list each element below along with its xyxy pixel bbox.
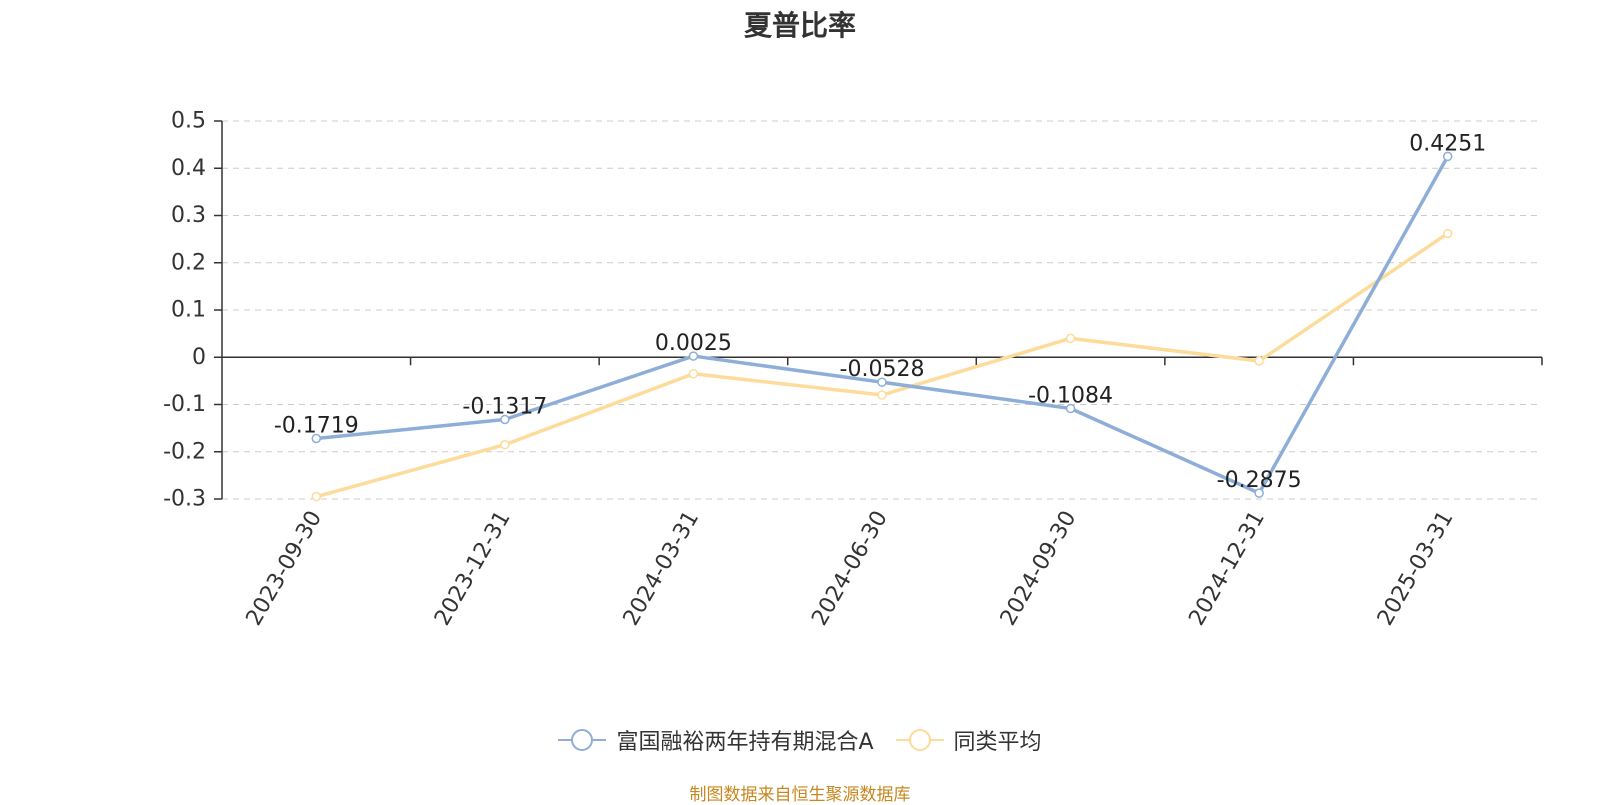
y-tick-label: 0.1 — [171, 298, 206, 323]
y-tick-label: 0.5 — [171, 109, 206, 134]
data-label: -0.1084 — [1028, 383, 1113, 408]
y-tick-label: 0 — [192, 345, 206, 370]
data-label: 0.0025 — [655, 331, 732, 356]
data-label: -0.1719 — [274, 413, 359, 438]
series-lines — [311, 151, 1453, 502]
x-tick-label: 2024-09-30 — [996, 507, 1082, 630]
y-tick-label: 0.4 — [171, 156, 206, 181]
legend-line-circle-icon — [558, 729, 607, 751]
data-point-series-1[interactable] — [1065, 403, 1076, 414]
data-point-series-2[interactable] — [500, 439, 510, 450]
x-tick-label: 2025-03-31 — [1373, 507, 1459, 630]
legend-label-series-1: 富国融裕两年持有期混合A — [616, 730, 874, 755]
data-point-series-1[interactable] — [500, 414, 510, 425]
data-point-series-2[interactable] — [311, 491, 322, 502]
series-line-1 — [316, 155, 1450, 495]
legend-label-series-2: 同类平均 — [953, 730, 1042, 755]
legend-item-series-2[interactable]: 同类平均 — [895, 724, 1042, 756]
data-point-series-2[interactable] — [1442, 228, 1453, 239]
y-tick-label: -0.2 — [163, 439, 206, 464]
data-label: 0.4251 — [1409, 131, 1486, 156]
x-tick-label: 2024-12-31 — [1184, 507, 1270, 630]
y-tick-label: 0.2 — [171, 250, 206, 275]
x-tick-label: 2024-06-30 — [807, 507, 893, 630]
data-point-series-2[interactable] — [1254, 356, 1264, 366]
data-label: -0.0528 — [840, 357, 925, 382]
y-tick-label: 0.3 — [171, 203, 206, 228]
grid-lines — [222, 120, 1542, 500]
data-point-series-2[interactable] — [1065, 333, 1076, 344]
chart-title: 夏普比率 — [743, 9, 856, 42]
x-tick-label: 2023-12-31 — [430, 507, 516, 630]
legend: 富国融裕两年持有期混合A 同类平均 — [0, 722, 1600, 758]
source-note: 制图数据来自恒生聚源数据库 — [689, 785, 911, 805]
data-point-series-1[interactable] — [1442, 151, 1453, 162]
data-point-series-2[interactable] — [877, 390, 887, 400]
x-tick-label: 2024-03-31 — [619, 507, 705, 630]
legend-item-series-1[interactable]: 富国融裕两年持有期混合A — [558, 724, 874, 756]
data-label: -0.1317 — [462, 394, 547, 419]
data-point-series-1[interactable] — [877, 377, 887, 387]
data-point-series-2[interactable] — [688, 369, 699, 379]
data-label: -0.2875 — [1217, 468, 1302, 493]
y-tick-label: -0.3 — [163, 487, 206, 512]
data-point-series-1[interactable] — [311, 433, 322, 444]
data-point-series-1[interactable] — [1254, 488, 1264, 498]
legend-line-circle-icon — [895, 729, 944, 751]
y-tick-label: -0.1 — [163, 392, 206, 417]
data-labels: -0.1719 -0.1317 0.0025 -0.0528 -0.1084 -0.287… — [274, 131, 1486, 493]
x-tick-label: 2023-09-30 — [242, 507, 328, 630]
data-point-series-1[interactable] — [688, 351, 699, 361]
